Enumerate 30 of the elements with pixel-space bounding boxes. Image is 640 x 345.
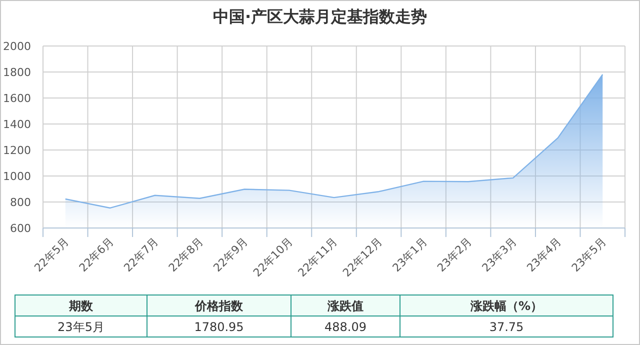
x-tick-label: 23年1月 <box>390 234 430 275</box>
chart-title: 中国·产区大蒜月定基指数走势 <box>212 7 428 26</box>
x-tick-label: 23年4月 <box>524 234 564 275</box>
y-tick-label: 1000 <box>3 170 31 183</box>
x-tick-label: 23年3月 <box>480 234 520 275</box>
text: 37.75 <box>489 320 524 334</box>
x-tick-label: 22年11月 <box>296 234 340 280</box>
x-tick-label: 22年6月 <box>76 234 116 275</box>
y-tick-label: 600 <box>10 222 31 235</box>
x-tick-label: 22年12月 <box>340 234 385 280</box>
y-tick-label: 800 <box>10 196 31 209</box>
text: 23年5月 <box>58 320 104 334</box>
text: 1780.95 <box>194 320 244 334</box>
x-tick-label: 23年5月 <box>569 234 609 275</box>
text: 价格指数 <box>194 299 244 313</box>
y-tick-label: 2000 <box>3 40 31 53</box>
y-tick-label: 1200 <box>3 144 31 157</box>
y-tick-label: 1800 <box>3 66 31 79</box>
text: 期数 <box>68 299 94 313</box>
x-tick-label: 22年10月 <box>250 234 296 280</box>
x-tick-label: 22年9月 <box>210 234 251 275</box>
x-tick-label: 23年2月 <box>434 234 474 275</box>
x-tick-label: 22年5月 <box>32 234 72 275</box>
y-tick-label: 1400 <box>3 118 31 131</box>
text: 涨跌幅（%） <box>469 299 543 313</box>
y-tick-label: 1600 <box>3 92 31 105</box>
x-tick-label: 22年7月 <box>121 234 162 275</box>
text: 488.09 <box>324 320 366 334</box>
text: 涨跌值 <box>326 299 364 313</box>
x-tick-label: 22年8月 <box>166 234 206 275</box>
